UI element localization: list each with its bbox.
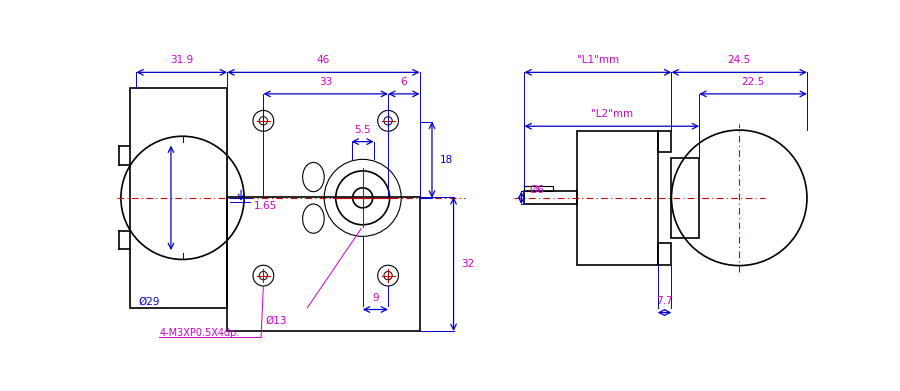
Text: Ø29: Ø29 (139, 297, 160, 307)
Text: 24.5: 24.5 (727, 56, 751, 65)
Text: 33: 33 (320, 77, 332, 87)
Text: 7.7: 7.7 (656, 296, 673, 306)
Bar (658, 243, 671, 265)
Text: "L1"mm: "L1"mm (577, 56, 619, 65)
Bar (577, 131, 658, 265)
Text: "L2"mm: "L2"mm (590, 109, 633, 119)
Text: Ø13: Ø13 (266, 316, 287, 326)
Text: 5.5: 5.5 (355, 125, 371, 135)
Text: 18: 18 (440, 155, 453, 165)
Text: 6: 6 (400, 77, 407, 87)
Text: Ø6: Ø6 (529, 185, 544, 195)
Text: 1.65: 1.65 (254, 201, 276, 210)
Text: 46: 46 (317, 56, 330, 65)
Bar (130, 88, 227, 308)
Bar (525, 186, 554, 192)
Bar (227, 197, 419, 331)
Text: 32: 32 (462, 259, 474, 269)
Text: 22.5: 22.5 (742, 77, 765, 87)
Text: 31.9: 31.9 (170, 56, 194, 65)
Text: 4-M3XP0.5X4dp.: 4-M3XP0.5X4dp. (159, 328, 239, 337)
Bar (658, 131, 671, 152)
Bar (525, 192, 577, 204)
Text: 9: 9 (372, 292, 379, 303)
Bar (671, 158, 699, 238)
